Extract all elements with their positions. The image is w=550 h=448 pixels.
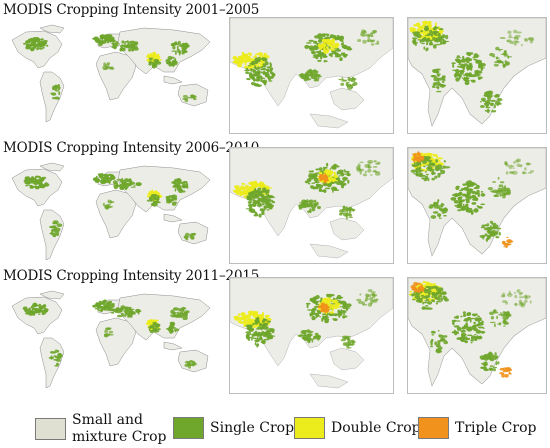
- mainland-southeast-asia-map-2006-2010: [407, 147, 547, 264]
- mainland-southeast-asia-map-2001-2005: [407, 17, 547, 134]
- mainland-southeast-asia-map-2011-2015: [407, 277, 547, 394]
- south-east-asia-map-2006-2010: [229, 147, 394, 264]
- legend-label-single-crop: Single Crop: [210, 419, 295, 436]
- legend-swatch-double-crop: [294, 417, 325, 439]
- legend-item-single-crop: Single Crop: [173, 417, 294, 439]
- legend-label-double-crop: Double Crop: [331, 419, 421, 436]
- period-title-1: MODIS Cropping Intensity 2001–2005: [3, 2, 260, 18]
- south-east-asia-map-2011-2015: [229, 277, 394, 394]
- legend-swatch-single-crop: [173, 417, 204, 439]
- world-map-2001-2005: [4, 22, 220, 132]
- south-east-asia-map-2001-2005: [229, 17, 394, 134]
- legend-item-triple-crop: Triple Crop: [418, 417, 536, 439]
- legend-swatch-triple-crop: [418, 417, 449, 439]
- legend: Small and mixture Crop Single Crop Doubl…: [0, 403, 550, 448]
- legend-item-small-mixture: Small and mixture Crop: [35, 412, 167, 446]
- period-title-3: MODIS Cropping Intensity 2011–2015: [3, 268, 260, 284]
- world-map-2006-2010: [4, 160, 220, 270]
- period-title-2: MODIS Cropping Intensity 2006–2010: [3, 140, 260, 156]
- legend-label-triple-crop: Triple Crop: [455, 419, 537, 436]
- legend-item-double-crop: Double Crop: [294, 417, 421, 439]
- legend-label-small-mixture: Small and mixture Crop: [72, 412, 167, 445]
- legend-swatch-small-mixture: [35, 418, 66, 440]
- world-map-2011-2015: [4, 288, 220, 398]
